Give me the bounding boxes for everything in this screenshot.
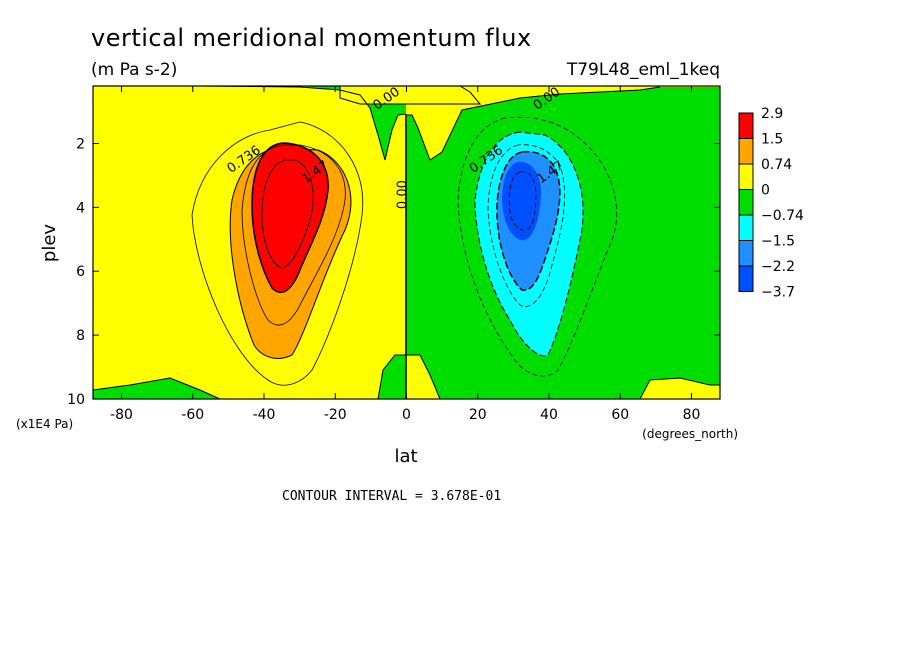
fill-bottom-right-positive: [640, 378, 720, 399]
contour-negative-2.9: [508, 171, 537, 231]
colorbar-label: −1.5: [761, 234, 795, 250]
contour-zero-bottom-equator: [377, 354, 441, 399]
contour-interval-note: CONTOUR INTERVAL = 3.678E-01: [282, 489, 501, 504]
colorbar-swatch: [738, 240, 754, 267]
axes: -80 -60 -40 -20 0 20 40 60 80 2 4 6 8 10: [67, 86, 720, 423]
x-tick-label: -20: [324, 407, 347, 423]
contour-zero-top-right: [407, 86, 661, 161]
fill-bottom-negative-strip: [93, 378, 220, 399]
colorbar-swatch: [738, 189, 754, 216]
y-axis-units: (x1E4 Pa): [16, 417, 73, 431]
fill-top-center-positive: [340, 86, 480, 104]
colorbar-label: −0.74: [761, 208, 804, 224]
x-tick-label: 60: [611, 407, 629, 423]
y-tick-label: 6: [76, 264, 85, 280]
colorbar-label: 1.5: [761, 132, 783, 148]
y-tick-label: 10: [67, 392, 85, 408]
colorbar-label: 0: [761, 183, 770, 199]
colorbar-label: −2.2: [761, 259, 795, 275]
contour-zero-bottom-left: [93, 377, 221, 399]
contour-negative-1.1: [487, 144, 565, 307]
x-tick-label: 20: [469, 407, 487, 423]
y-tick-label: 2: [76, 136, 85, 152]
run-name: T79L48_eml_1keq: [566, 60, 720, 80]
x-tick-label: -60: [181, 407, 204, 423]
contour-zero-top-left: [199, 86, 406, 161]
colorbar-swatch: [738, 163, 754, 190]
contour-fill-area: [93, 86, 720, 399]
y-axis-label: plev: [39, 224, 60, 263]
x-tick-label: -80: [110, 407, 133, 423]
colorbar-swatch: [738, 214, 754, 241]
x-tick-label: 0: [402, 407, 411, 423]
x-tick-label: 80: [683, 407, 701, 423]
colorbar-label: −3.7: [761, 285, 795, 301]
colorbar: 2.9 1.5 0.74 0 −0.74 −1.5 −2.2 −3.7: [738, 106, 804, 301]
x-axis-label: lat: [394, 446, 417, 467]
contour-zero-bottom-right: [639, 377, 720, 399]
chart-title: vertical meridional momentum flux: [91, 24, 532, 52]
x-axis-units: (degrees_north): [642, 427, 738, 441]
contour-label: 0.00: [396, 180, 411, 209]
contour-positive-1.8: [261, 159, 314, 269]
fill-positive-1.5: [251, 142, 329, 293]
colorbar-label: 2.9: [761, 106, 783, 122]
contour-negative-0.37: [457, 116, 618, 377]
chart-units: (m Pa s-2): [91, 60, 177, 80]
y-tick-label: 4: [76, 200, 85, 216]
fill-equator-bottom-positive: [406, 355, 440, 399]
x-tick-label: 40: [540, 407, 558, 423]
colorbar-swatch: [738, 112, 754, 139]
fill-equator-bottom-negative: [378, 355, 406, 399]
x-tick-label: -40: [253, 407, 276, 423]
colorbar-swatch: [738, 138, 754, 165]
contour-positive-1.1: [241, 144, 346, 326]
colorbar-label: 0.74: [761, 157, 792, 173]
contour-zero-top-center: [339, 86, 482, 105]
contour-positive-0.37: [191, 121, 364, 386]
y-tick-label: 8: [76, 328, 85, 344]
colorbar-swatch: [738, 265, 754, 292]
